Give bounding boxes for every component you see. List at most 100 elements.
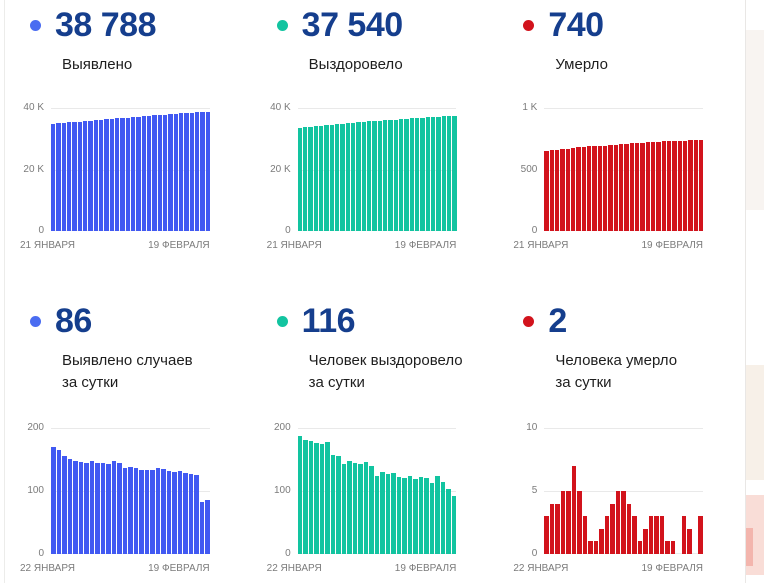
bar[interactable] [150, 469, 155, 554]
bar[interactable] [576, 147, 581, 231]
bar[interactable] [325, 441, 330, 554]
bar[interactable] [593, 541, 599, 554]
bar[interactable] [613, 144, 618, 231]
bar[interactable] [670, 541, 676, 554]
bar[interactable] [189, 112, 194, 231]
bar[interactable] [420, 117, 425, 231]
bar[interactable] [303, 439, 308, 554]
bar[interactable] [665, 541, 670, 554]
bar[interactable] [205, 111, 210, 231]
bar-series[interactable] [544, 108, 704, 231]
bar[interactable] [318, 125, 324, 231]
bar[interactable] [141, 116, 146, 231]
bar[interactable] [336, 456, 341, 554]
bar-series[interactable] [297, 108, 457, 231]
bar[interactable] [104, 119, 109, 231]
bar[interactable] [100, 463, 105, 554]
bar[interactable] [391, 472, 396, 554]
bar[interactable] [334, 124, 340, 231]
bar[interactable] [177, 470, 182, 554]
bar[interactable] [681, 516, 687, 554]
bar[interactable] [109, 118, 114, 231]
bar[interactable] [125, 117, 130, 231]
bar[interactable] [347, 461, 352, 554]
bar-series[interactable] [544, 428, 703, 554]
bar[interactable] [82, 121, 88, 231]
bar[interactable] [157, 115, 162, 231]
bar[interactable] [402, 477, 407, 554]
bar[interactable] [122, 467, 127, 554]
bar[interactable] [621, 491, 626, 554]
bar[interactable] [560, 149, 565, 231]
bar[interactable] [425, 117, 430, 231]
bar[interactable] [688, 140, 693, 231]
bar[interactable] [106, 463, 111, 554]
bar[interactable] [168, 114, 173, 231]
bar[interactable] [566, 491, 571, 554]
bar[interactable] [413, 479, 418, 554]
bar[interactable] [597, 145, 602, 231]
bar[interactable] [377, 120, 382, 231]
bar[interactable] [73, 460, 78, 554]
bar[interactable] [385, 474, 391, 554]
bar[interactable] [549, 503, 555, 554]
plot-area[interactable]: 40 K 20 K 0 [270, 103, 457, 236]
bar[interactable] [677, 140, 682, 231]
bar[interactable] [645, 142, 650, 231]
chart-total-deaths[interactable]: 1 K 500 0 21 ЯНВАРЯ 19 ФЕВРАЛЯ [513, 103, 729, 251]
bar[interactable] [393, 119, 398, 231]
bar[interactable] [319, 443, 325, 554]
bar-series[interactable] [51, 428, 210, 554]
bar[interactable] [78, 462, 83, 554]
bar[interactable] [133, 468, 138, 554]
bar[interactable] [340, 123, 345, 231]
chart-daily-deaths[interactable]: 10 5 0 22 ЯНВАРЯ 19 ФЕВРАЛЯ [513, 423, 729, 574]
bar[interactable] [418, 477, 424, 554]
bar[interactable] [200, 112, 205, 231]
bar[interactable] [452, 115, 457, 231]
bar[interactable] [436, 116, 441, 231]
bar[interactable] [382, 120, 388, 231]
bar[interactable] [544, 150, 549, 231]
bar[interactable] [634, 142, 640, 231]
bar[interactable] [358, 463, 363, 554]
bar[interactable] [414, 118, 420, 231]
bar[interactable] [350, 122, 356, 231]
bar[interactable] [577, 491, 582, 554]
bar[interactable] [61, 122, 66, 231]
bar[interactable] [356, 122, 361, 231]
bar[interactable] [369, 465, 374, 554]
bar[interactable] [374, 475, 380, 554]
bar[interactable] [610, 503, 615, 554]
bar[interactable] [592, 146, 597, 231]
bar[interactable] [654, 516, 659, 554]
bar[interactable] [650, 141, 656, 231]
bar[interactable] [672, 140, 677, 231]
bar[interactable] [84, 462, 89, 554]
bar[interactable] [72, 122, 77, 231]
plot-area[interactable]: 1 K 500 0 [521, 103, 704, 236]
bar[interactable] [155, 467, 160, 554]
bar[interactable] [366, 121, 372, 231]
bar[interactable] [409, 118, 414, 231]
bar[interactable] [435, 475, 440, 554]
chart-daily-recovered[interactable]: 200 100 0 22 ЯНВАРЯ 19 ФЕВРАЛЯ [267, 423, 483, 574]
bar[interactable] [178, 113, 184, 231]
bar[interactable] [313, 126, 318, 231]
bar[interactable] [643, 528, 648, 554]
bar[interactable] [184, 113, 189, 231]
bar[interactable] [581, 146, 586, 231]
bar[interactable] [602, 145, 608, 231]
bar[interactable] [648, 516, 654, 554]
bar[interactable] [544, 516, 549, 554]
bar[interactable] [117, 463, 122, 554]
bar[interactable] [659, 516, 665, 554]
chart-total-recovered[interactable]: 40 K 20 K 0 21 ЯНВАРЯ 19 ФЕВРАЛЯ [267, 103, 483, 251]
bar[interactable] [656, 141, 661, 231]
bar[interactable] [624, 143, 629, 231]
bar[interactable] [549, 150, 554, 231]
bar[interactable] [429, 483, 435, 554]
bar-series[interactable] [51, 108, 210, 231]
bar[interactable] [582, 516, 588, 554]
bar[interactable] [693, 140, 698, 231]
